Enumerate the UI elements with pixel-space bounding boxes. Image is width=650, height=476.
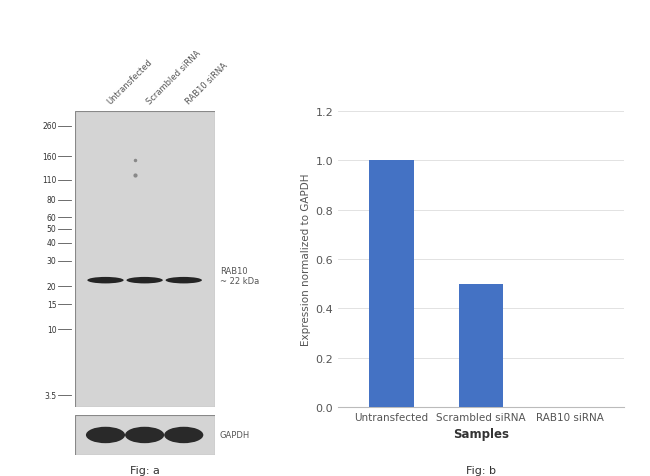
Text: 160: 160 bbox=[42, 152, 57, 161]
Y-axis label: Expression normalized to GAPDH: Expression normalized to GAPDH bbox=[301, 173, 311, 346]
Ellipse shape bbox=[166, 278, 202, 284]
X-axis label: Samples: Samples bbox=[453, 427, 509, 440]
Text: 50: 50 bbox=[47, 225, 57, 234]
Text: 60: 60 bbox=[47, 214, 57, 222]
Text: 20: 20 bbox=[47, 282, 57, 291]
Ellipse shape bbox=[125, 427, 164, 443]
Text: GAPDH: GAPDH bbox=[220, 431, 250, 439]
Text: 40: 40 bbox=[47, 239, 57, 248]
Text: RAB10 siRNA: RAB10 siRNA bbox=[184, 61, 229, 107]
Text: Untransfected: Untransfected bbox=[105, 58, 154, 107]
Bar bbox=[459, 284, 503, 407]
Text: 10: 10 bbox=[47, 325, 57, 334]
Text: Scrambled siRNA: Scrambled siRNA bbox=[144, 49, 202, 107]
Text: 80: 80 bbox=[47, 196, 57, 205]
Ellipse shape bbox=[164, 427, 203, 443]
Text: 260: 260 bbox=[42, 122, 57, 131]
Text: Fig: a: Fig: a bbox=[130, 465, 159, 475]
Text: 110: 110 bbox=[42, 176, 57, 185]
Ellipse shape bbox=[127, 278, 162, 284]
Ellipse shape bbox=[87, 278, 124, 284]
Text: 3.5: 3.5 bbox=[44, 391, 57, 400]
Text: 30: 30 bbox=[47, 257, 57, 266]
Text: RAB10
~ 22 kDa: RAB10 ~ 22 kDa bbox=[220, 266, 259, 286]
FancyBboxPatch shape bbox=[75, 416, 215, 455]
Ellipse shape bbox=[86, 427, 125, 443]
FancyBboxPatch shape bbox=[75, 112, 215, 407]
Text: Fig: b: Fig: b bbox=[466, 465, 496, 475]
Bar bbox=[369, 161, 414, 407]
Text: 15: 15 bbox=[47, 300, 57, 309]
